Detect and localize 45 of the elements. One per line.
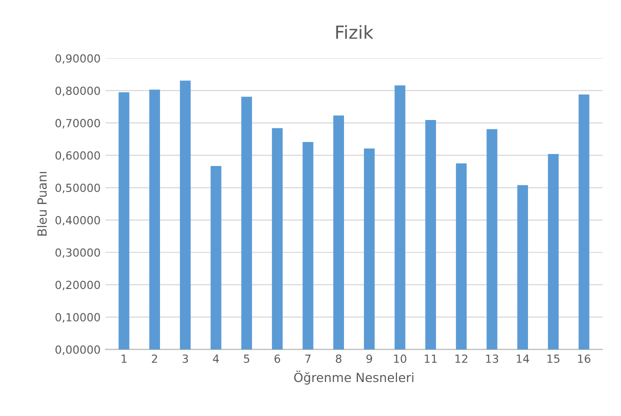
y-tick-label: 0,20000 <box>55 280 100 290</box>
x-tick-label: 14 <box>516 354 530 363</box>
x-tick-label: 5 <box>244 354 250 363</box>
y-tick-label: 0,50000 <box>55 184 100 194</box>
y-tick-label: 0,00000 <box>55 345 100 355</box>
x-tick-label: 2 <box>152 354 158 363</box>
y-tick-label: 0,90000 <box>55 54 100 64</box>
bar <box>517 185 528 350</box>
bar <box>364 148 375 350</box>
bar <box>394 85 406 350</box>
x-tick-label: 16 <box>578 354 590 363</box>
y-tick-label: 0,80000 <box>55 86 100 96</box>
bar <box>180 80 191 350</box>
bar <box>302 142 314 350</box>
bar <box>333 116 344 350</box>
x-axis-title: Öğrenme Nesneleri <box>294 370 414 385</box>
x-tick-label: 3 <box>182 354 188 363</box>
x-tick-label: 11 <box>424 354 437 363</box>
x-tick-label: 10 <box>394 354 406 363</box>
bar <box>118 92 130 350</box>
x-tick-label: 6 <box>274 354 280 363</box>
x-tick-label: 7 <box>305 354 311 363</box>
y-tick-label: 0,40000 <box>55 216 100 226</box>
x-tick-label: 4 <box>212 354 219 363</box>
x-tick-label: 8 <box>336 354 342 363</box>
bar <box>241 96 252 350</box>
y-tick-label: 0,60000 <box>55 151 100 161</box>
bar <box>425 120 436 350</box>
bar <box>456 163 467 350</box>
chart-title: Fizik <box>336 25 374 39</box>
y-tick-label: 0,10000 <box>55 313 100 323</box>
x-tick-label: 15 <box>547 354 560 363</box>
y-tick-label: 0,70000 <box>55 118 100 128</box>
bar <box>578 94 590 350</box>
y-tick-label: 0,30000 <box>55 248 100 258</box>
bar <box>548 154 559 350</box>
x-tick-label: 13 <box>486 354 498 363</box>
bar <box>486 129 498 350</box>
x-tick-label: 9 <box>366 354 372 363</box>
x-tick-label: 12 <box>455 354 468 363</box>
bar <box>149 90 160 350</box>
bar <box>272 128 283 350</box>
bar <box>210 166 222 350</box>
x-tick-label: 1 <box>122 354 126 363</box>
y-axis-title: Bleu Puanı <box>37 172 47 236</box>
